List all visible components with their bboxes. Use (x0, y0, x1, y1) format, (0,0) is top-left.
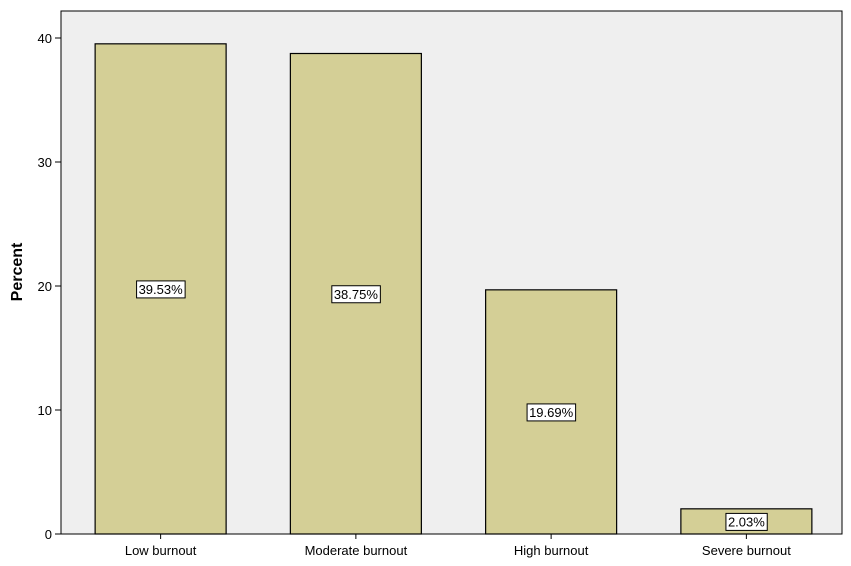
data-label: 19.69% (526, 403, 577, 422)
y-tick-label: 20 (38, 279, 52, 294)
y-tick-label: 0 (45, 527, 52, 542)
x-tick-label: High burnout (514, 543, 589, 558)
data-label-box (526, 403, 577, 422)
data-label-box (136, 280, 186, 299)
x-tick-label: Severe burnout (702, 543, 791, 558)
y-axis-title: Percent (9, 242, 26, 301)
y-axis: 0 10 20 30 40 (38, 31, 61, 542)
data-label-text: 2.03% (728, 514, 765, 529)
x-tick-label: Low burnout (125, 543, 197, 558)
data-label-box (725, 512, 768, 531)
y-tick-label: 10 (38, 403, 52, 418)
data-label-text: 19.69% (529, 405, 574, 420)
data-label-box (331, 285, 381, 304)
data-label-text: 38.75% (334, 287, 379, 302)
data-label: 38.75% (331, 285, 381, 304)
y-tick-label: 30 (38, 155, 52, 170)
data-label: 39.53% (136, 280, 186, 299)
y-tick-label: 40 (38, 31, 52, 46)
data-label: 2.03% (725, 512, 768, 531)
x-tick-label: Moderate burnout (305, 543, 408, 558)
x-axis: Low burnout Moderate burnout High burnout S… (125, 534, 791, 558)
data-label-text: 39.53% (139, 282, 184, 297)
bars: 39.53% 38.75% 19.69% 2.03% (94, 43, 813, 535)
